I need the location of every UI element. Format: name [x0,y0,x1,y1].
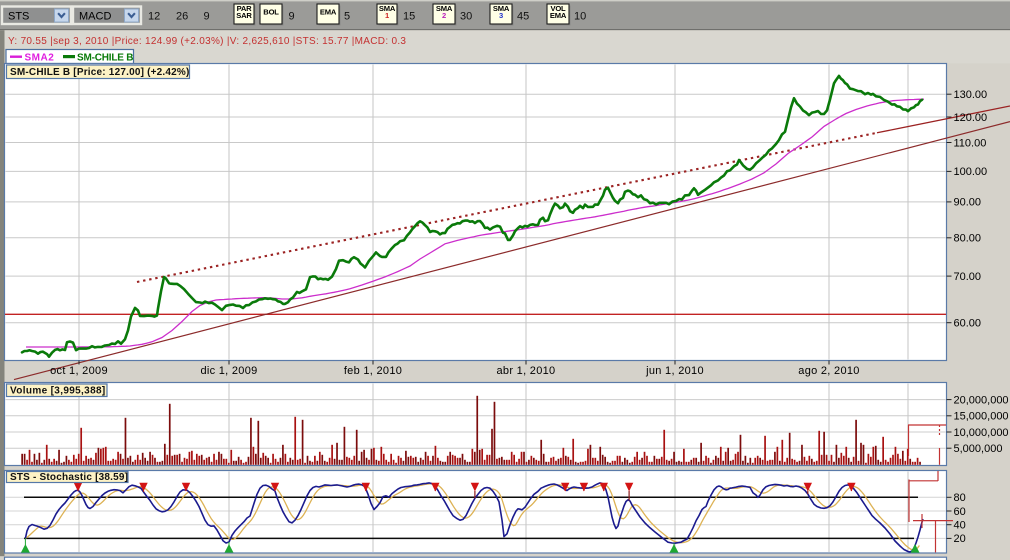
svg-text:SMA2: SMA2 [25,53,55,64]
svg-text:MACD: MACD [79,11,111,23]
svg-text:SMA: SMA [493,4,510,13]
svg-text:40: 40 [954,520,966,532]
svg-text:9: 9 [204,11,210,23]
svg-text:jun 1, 2010: jun 1, 2010 [645,365,704,377]
svg-text:80: 80 [954,492,966,504]
svg-text:30: 30 [460,11,472,23]
svg-text:60.00: 60.00 [954,318,982,330]
svg-text:26: 26 [176,11,188,23]
svg-text:20,000,000: 20,000,000 [954,394,1009,406]
svg-text:100.00: 100.00 [954,166,988,178]
svg-text:PAR: PAR [237,4,253,13]
svg-text:130.00: 130.00 [954,89,988,101]
svg-text:15,000,000: 15,000,000 [954,411,1009,423]
svg-text:45: 45 [517,11,529,23]
svg-text:1: 1 [385,11,390,20]
svg-text:EMA: EMA [550,11,567,20]
svg-text:9: 9 [289,11,295,23]
svg-text:feb 1, 2010: feb 1, 2010 [344,365,402,377]
svg-text:abr 1, 2010: abr 1, 2010 [497,365,556,377]
svg-text:BOL: BOL [263,8,279,17]
svg-text:5: 5 [344,11,350,23]
svg-text:5,000,000: 5,000,000 [954,443,1003,455]
svg-text:70.00: 70.00 [954,271,982,283]
svg-text:10: 10 [574,11,586,23]
svg-text:dic 1, 2009: dic 1, 2009 [200,365,257,377]
svg-text:2: 2 [442,11,446,20]
svg-text:VOL: VOL [550,4,566,13]
svg-text:ago 2, 2010: ago 2, 2010 [798,365,859,377]
svg-text:SM-CHILE B [Price: 127.00] (+2: SM-CHILE B [Price: 127.00] (+2.42%) [10,67,190,78]
svg-text:SMA: SMA [436,4,453,13]
svg-text:STS - Stochastic [38.59]: STS - Stochastic [38.59] [10,472,128,483]
svg-text:SM-CHILE B: SM-CHILE B [77,53,133,64]
svg-text:12: 12 [148,11,160,23]
svg-text:Y: 70.55 |sep 3, 2010 |Price:: Y: 70.55 |sep 3, 2010 |Price: 124.99 (+2… [8,36,406,47]
svg-text:20: 20 [954,533,966,545]
svg-text:oct 1, 2009: oct 1, 2009 [50,365,108,377]
svg-text:STS: STS [8,11,29,23]
svg-text:80.00: 80.00 [954,233,982,245]
svg-text:SAR: SAR [236,11,252,20]
svg-text:90.00: 90.00 [954,197,982,209]
svg-text:3: 3 [499,11,503,20]
svg-text:15: 15 [403,11,415,23]
svg-text:120.00: 120.00 [954,112,988,124]
svg-text:60: 60 [954,506,966,518]
svg-text:110.00: 110.00 [954,137,987,149]
svg-text:10,000,000: 10,000,000 [954,427,1009,439]
svg-text:Volume [3,995,388]: Volume [3,995,388] [10,386,106,397]
svg-text:SMA: SMA [379,4,396,13]
svg-text:EMA: EMA [320,8,337,17]
